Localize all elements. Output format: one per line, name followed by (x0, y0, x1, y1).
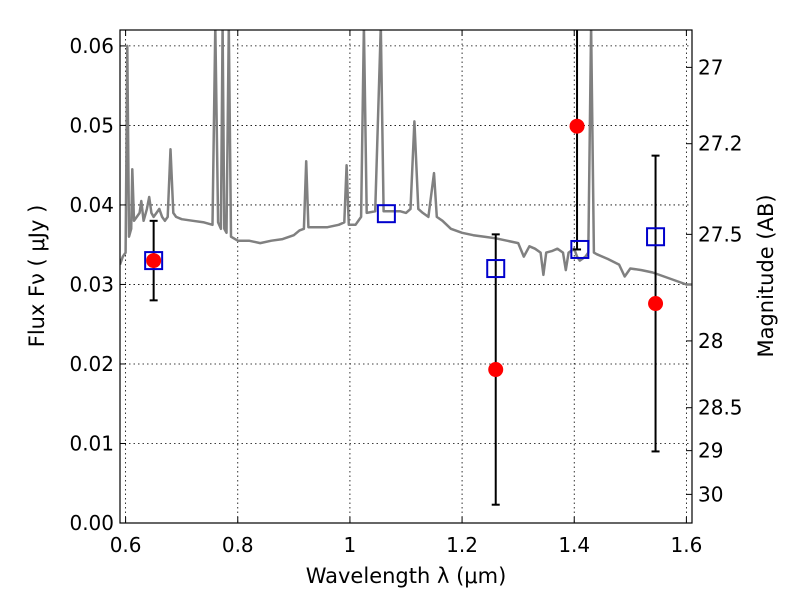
y-tick-label: 0.01 (69, 431, 114, 455)
y2-tick-label: 28 (698, 329, 723, 353)
y-tick-label: 0.06 (69, 34, 114, 58)
axis-ticks (120, 30, 692, 524)
x-tick-label: 1.6 (670, 533, 702, 557)
x-axis-title: Wavelength λ (μm) (306, 564, 507, 588)
model-flux-square (144, 251, 164, 271)
y-tick-label: 0.05 (69, 113, 114, 137)
x-tick-label: 0.8 (222, 533, 254, 557)
x-tick-label: 1 (344, 533, 357, 557)
plot-frame (119, 29, 693, 524)
y-tick-label: 0.04 (69, 193, 114, 217)
y2-tick-label: 27.2 (698, 132, 743, 156)
model-flux-square (646, 227, 666, 247)
observed-flux-point (648, 296, 664, 312)
observed-flux-points (146, 118, 664, 378)
model-flux-square (570, 239, 590, 259)
observed-flux-point (146, 253, 162, 269)
model-flux-square (486, 259, 506, 279)
y2-tick-label: 27 (698, 55, 723, 79)
y2-axis-title: Magnitude (AB) (754, 194, 778, 357)
x-tick-labels: 0.6 0.8 1 1.2 1.4 1.6 (110, 533, 703, 557)
y-tick-label: 0.00 (69, 511, 114, 535)
y-tick-label: 0.02 (69, 352, 114, 376)
model-photometry-squares (144, 204, 666, 279)
x-tick-label: 1.4 (558, 533, 590, 557)
x-tick-label: 0.6 (110, 533, 142, 557)
y2-tick-label: 28.5 (698, 396, 743, 420)
model-flux-square (376, 204, 396, 224)
y-tick-labels: 0.00 0.01 0.02 0.03 0.04 0.05 0.06 (69, 34, 114, 535)
y2-tick-label: 30 (698, 482, 723, 506)
y2-tick-labels: 27 27.2 27.5 28 28.5 29 30 (698, 55, 743, 506)
x-tick-label: 1.2 (446, 533, 478, 557)
observed-flux-point (488, 362, 504, 378)
y-tick-label: 0.03 (69, 272, 114, 296)
y2-tick-label: 27.5 (698, 222, 743, 246)
y2-tick-label: 29 (698, 439, 723, 463)
y-axis-title: Flux Fν ( μJy ) (25, 205, 49, 348)
observed-flux-point (569, 118, 585, 134)
